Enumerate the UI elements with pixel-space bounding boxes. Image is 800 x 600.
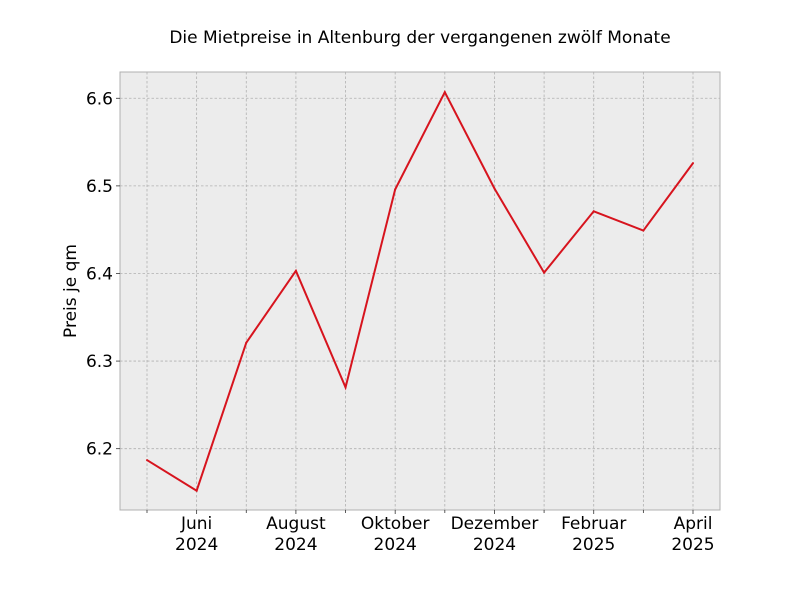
- plot-frame: [119, 71, 721, 511]
- x-tick-label: Juni 2024: [175, 514, 218, 555]
- data-point: [245, 341, 248, 344]
- data-point: [692, 162, 694, 165]
- y-tick-label: 6.5: [86, 177, 113, 197]
- x-axis: Juni 2024 August 2024 Oktober 2024 Dezember 202…: [146, 510, 715, 555]
- data-point: [394, 188, 397, 191]
- data-point: [294, 269, 297, 272]
- y-axis: 6.2 6.3 6.4 6.5 6.6: [86, 89, 120, 460]
- chart-title: Die Mietpreise in Altenburg der vergange…: [169, 28, 670, 48]
- y-tick-label: 6.6: [86, 89, 113, 109]
- data-point: [493, 187, 496, 190]
- data-point: [642, 229, 645, 232]
- data-point: [195, 489, 198, 492]
- y-tick-label: 6.3: [86, 352, 113, 372]
- plot-area: [120, 72, 720, 510]
- series-line: [146, 89, 694, 493]
- data-point: [543, 271, 546, 274]
- y-tick-label: 6.4: [86, 264, 113, 284]
- x-tick-label: Oktober 2024: [361, 514, 430, 555]
- x-gridlines: [146, 72, 694, 510]
- data-point: [592, 210, 595, 213]
- x-tick-label: August 2024: [266, 514, 326, 555]
- data-point: [146, 459, 148, 462]
- y-axis-label: Preis je qm: [61, 244, 81, 338]
- series-layer: [146, 89, 694, 493]
- x-tick-label: April 2025: [671, 514, 714, 555]
- data-point: [344, 386, 347, 389]
- x-tick-label: Dezember 2024: [451, 514, 539, 555]
- data-point: [443, 91, 446, 94]
- y-gridlines: [120, 97, 720, 450]
- x-tick-label: Februar 2025: [561, 514, 626, 555]
- y-tick-label: 6.2: [86, 440, 113, 460]
